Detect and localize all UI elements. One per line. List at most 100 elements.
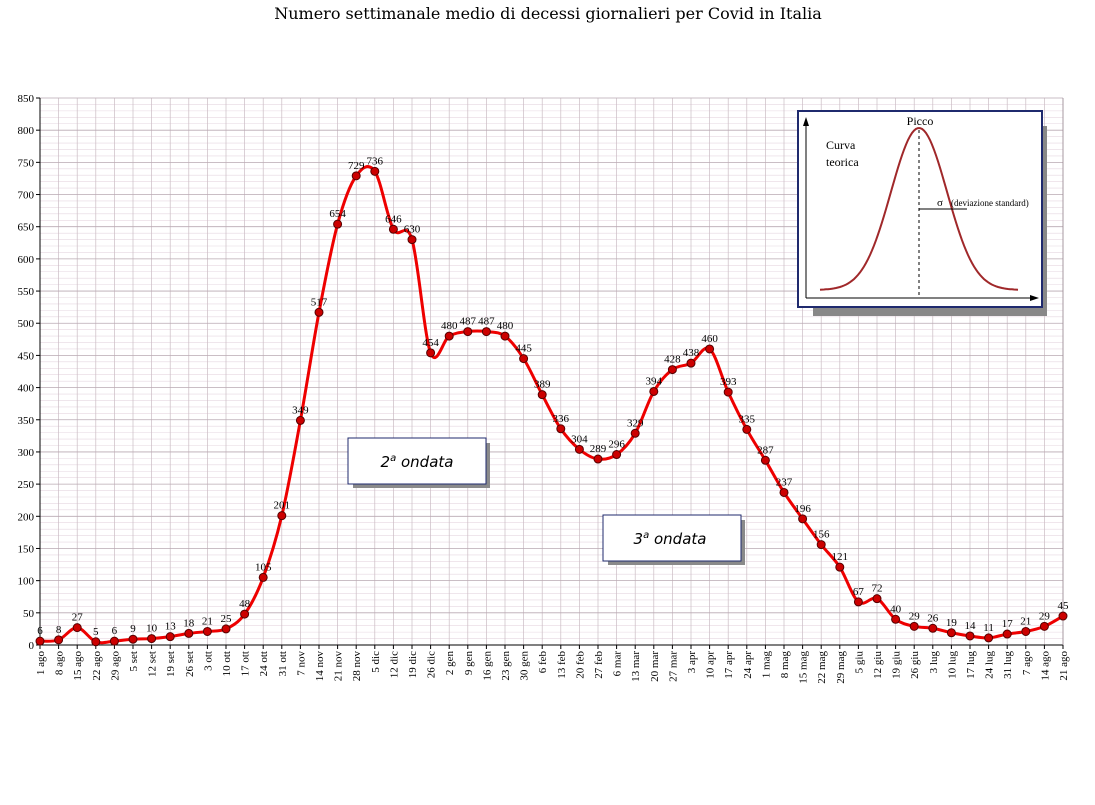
data-point	[574, 444, 584, 454]
x-tick-label: 5 set	[128, 651, 140, 671]
x-tick-label: 27 mar	[667, 651, 679, 682]
data-label: 646	[385, 213, 402, 225]
x-tick-label: 6 feb	[537, 651, 549, 674]
data-label: 487	[478, 316, 495, 328]
x-tick-label: 24 lug	[984, 651, 996, 679]
data-label: 304	[571, 433, 588, 445]
data-point	[184, 628, 194, 638]
x-tick-label: 6 mar	[612, 651, 624, 677]
y-tick-label: 750	[18, 157, 35, 169]
x-tick-label: 23 gen	[500, 651, 512, 681]
data-label: 13	[165, 621, 177, 633]
data-point	[909, 621, 919, 631]
data-point	[556, 424, 566, 434]
data-label: 156	[813, 529, 830, 541]
y-tick-label: 450	[18, 350, 35, 362]
data-label: 196	[794, 503, 811, 515]
peak-label: Picco	[907, 114, 934, 128]
data-point	[742, 424, 752, 434]
data-point	[481, 327, 491, 337]
data-label: 329	[627, 417, 644, 429]
y-tick-label: 500	[18, 318, 35, 330]
data-label: 29	[909, 610, 921, 622]
data-label: 736	[367, 155, 384, 167]
data-point	[1058, 611, 1068, 621]
data-label: 654	[329, 208, 346, 220]
x-tick-label: 1 mag	[760, 651, 772, 679]
data-point	[891, 614, 901, 624]
data-point	[686, 358, 696, 368]
x-tick-label: 24 apr	[742, 651, 754, 679]
x-tick-label: 28 nov	[351, 651, 363, 682]
y-tick-label: 400	[18, 383, 35, 395]
x-tick-label: 21 ago	[1058, 651, 1070, 681]
x-tick-label: 27 feb	[593, 651, 605, 679]
sigma-symbol: σ	[937, 197, 943, 209]
data-label: 105	[255, 561, 272, 573]
x-tick-label: 10 apr	[705, 651, 717, 679]
y-tick-label: 50	[23, 608, 35, 620]
y-tick-label: 700	[18, 190, 35, 202]
data-point	[165, 632, 175, 642]
x-axis-tick-labels: 1 ago 8 ago 15 ago 22 ago 29 ago 5 set 12 set 1…	[35, 645, 1070, 684]
data-label: 6	[112, 625, 118, 637]
x-tick-label: 26 giu	[909, 651, 921, 679]
data-label: 8	[56, 624, 62, 636]
data-point	[388, 224, 398, 234]
x-tick-label: 29 mag	[835, 651, 847, 684]
x-tick-label: 14 nov	[314, 651, 326, 682]
wave-3-annotation: 3a ondata	[602, 514, 745, 565]
x-tick-label: 5 dic	[370, 651, 382, 673]
curve-label-line1: Curva	[826, 138, 856, 152]
wave-2-annotation: 2a ondata	[347, 437, 490, 488]
data-label: 10	[146, 623, 158, 635]
data-point	[426, 348, 436, 358]
data-label: 517	[311, 296, 328, 308]
wave-3-label: 3a ondata	[634, 530, 707, 548]
y-tick-label: 600	[18, 254, 35, 266]
x-tick-label: 22 ago	[91, 651, 103, 681]
data-point	[816, 540, 826, 550]
data-point	[221, 624, 231, 634]
data-point	[760, 455, 770, 465]
axes	[39, 98, 1064, 646]
x-tick-label: 16 gen	[481, 651, 493, 681]
theoretical-curve-inset: Picco Curva teorica σ (deviazione standa…	[797, 110, 1047, 316]
data-label: 18	[183, 617, 195, 629]
data-label: 6	[37, 625, 43, 637]
data-label: 287	[757, 444, 774, 456]
data-label: 40	[890, 603, 902, 615]
x-tick-label: 9 gen	[463, 651, 475, 676]
data-label: 14	[965, 620, 977, 632]
data-label: 460	[701, 333, 718, 345]
data-point	[91, 637, 101, 647]
x-tick-label: 21 nov	[333, 651, 345, 682]
data-point	[984, 633, 994, 643]
data-label: 72	[872, 583, 883, 595]
data-label: 9	[130, 623, 136, 635]
data-point	[54, 635, 64, 645]
x-tick-label: 7 nov	[295, 651, 307, 676]
curve-label-line2: teorica	[826, 155, 859, 169]
data-point	[128, 634, 138, 644]
data-point	[500, 331, 510, 341]
data-label: 393	[720, 376, 737, 388]
data-point	[277, 511, 287, 521]
y-tick-label: 800	[18, 125, 35, 137]
data-label: 480	[441, 320, 458, 332]
x-tick-label: 8 mag	[779, 651, 791, 679]
data-label: 11	[983, 622, 994, 634]
x-tick-label: 13 mar	[630, 651, 642, 682]
x-tick-label: 17 ott	[240, 651, 252, 676]
data-label: 729	[348, 160, 365, 172]
data-point	[240, 609, 250, 619]
data-point	[72, 623, 82, 633]
y-axis-tick-labels: 0 50 100 150 200 250 300 350 400 450 500 550 600 650 7…	[18, 93, 40, 652]
data-label: 237	[776, 476, 793, 488]
data-point	[779, 487, 789, 497]
x-tick-label: 15 ago	[72, 651, 84, 681]
x-tick-label: 3 apr	[686, 651, 698, 674]
data-point	[333, 219, 343, 229]
data-label: 428	[664, 354, 681, 366]
y-tick-label: 300	[18, 447, 35, 459]
